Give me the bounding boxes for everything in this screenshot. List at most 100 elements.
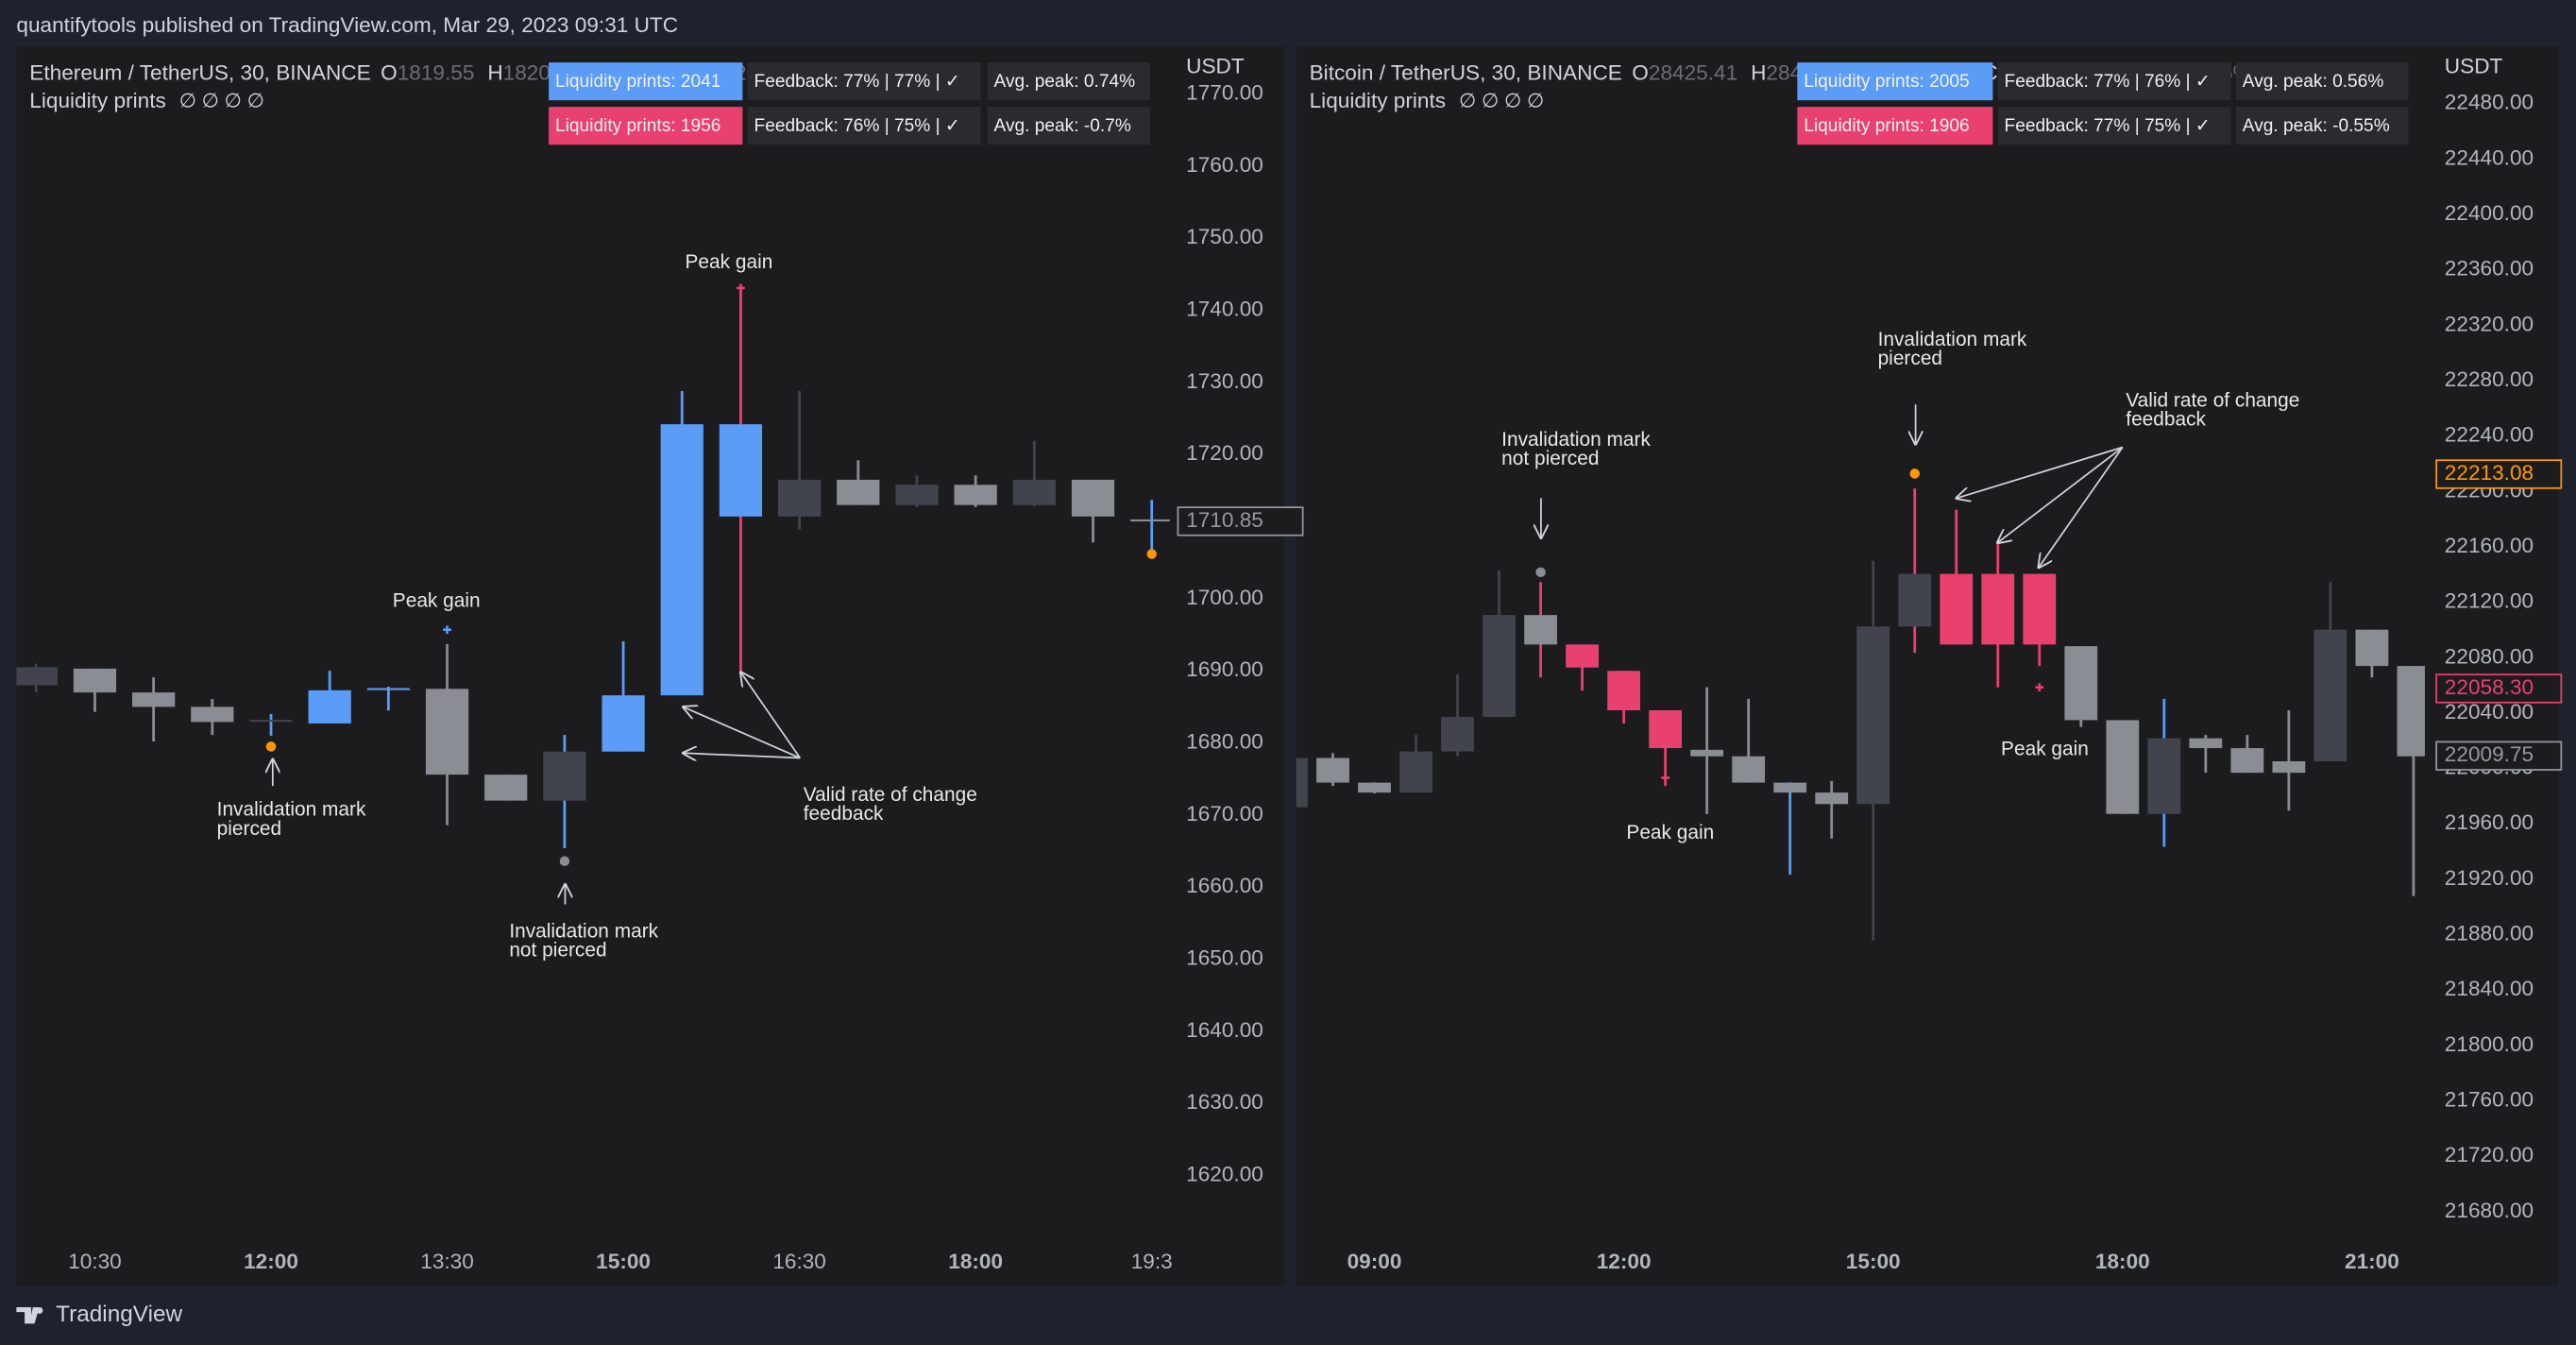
x-tick-label: 15:00 bbox=[596, 1250, 651, 1273]
y-tick-label: 1740.00 bbox=[1186, 298, 1263, 321]
ohlc-key: O bbox=[1632, 60, 1649, 84]
price-label: 22058.30 bbox=[2445, 675, 2534, 699]
x-tick-label: 15:00 bbox=[1846, 1250, 1901, 1273]
annotation-arrow bbox=[741, 672, 801, 759]
y-tick-label: 22080.00 bbox=[2445, 644, 2534, 668]
y-tick-label: 22480.00 bbox=[2445, 91, 2534, 114]
candle-body bbox=[1071, 479, 1115, 517]
annotation-arrow bbox=[684, 753, 801, 758]
candle-body bbox=[2189, 738, 2223, 749]
y-tick-label: 22040.00 bbox=[2445, 700, 2534, 724]
ohlc-key: H bbox=[487, 60, 502, 84]
symbol-title: Bitcoin / TetherUS, 30, BINANCE bbox=[1310, 60, 1622, 84]
candle-body bbox=[2313, 629, 2347, 761]
candle-body bbox=[1690, 749, 1724, 757]
candle-body bbox=[1898, 573, 1932, 627]
annotation-arrow bbox=[1998, 446, 2124, 543]
candle-body bbox=[2064, 646, 2098, 721]
candle-body bbox=[1566, 644, 1599, 668]
marker-dot bbox=[265, 741, 277, 752]
ohlc-value: 28425.41 bbox=[1649, 60, 1737, 84]
table-cell-text: Feedback: 77% | 77% | ✓ bbox=[754, 72, 960, 92]
y-tick-label: 1640.00 bbox=[1186, 1018, 1263, 1042]
x-tick-label: 13:30 bbox=[420, 1250, 474, 1273]
candle-body bbox=[719, 424, 763, 517]
annotation-arrow bbox=[684, 707, 801, 759]
table-cell-text: Feedback: 77% | 75% | ✓ bbox=[2005, 116, 2211, 136]
table-cell-text: Liquidity prints: 1956 bbox=[555, 116, 720, 136]
y-tick-label: 1700.00 bbox=[1186, 586, 1263, 609]
publish-header: quantifytools published on TradingView.c… bbox=[16, 13, 678, 37]
candle-body bbox=[132, 692, 176, 707]
candle-body bbox=[660, 424, 703, 696]
y-tick-label: 22440.00 bbox=[2445, 145, 2534, 169]
candle-body bbox=[778, 479, 822, 517]
table-cell-text: Liquidity prints: 2005 bbox=[1804, 72, 1969, 92]
y-tick-label: 1620.00 bbox=[1186, 1163, 1263, 1186]
marker-dot bbox=[559, 856, 570, 866]
annotation: not pierced bbox=[1501, 448, 1599, 469]
tradingview-logo bbox=[16, 1306, 43, 1324]
x-tick-label: 18:00 bbox=[948, 1250, 1003, 1273]
candle-body bbox=[16, 667, 58, 686]
candle-body bbox=[366, 688, 410, 690]
y-tick-label: 1760.00 bbox=[1186, 153, 1263, 177]
left-pane bbox=[16, 45, 1285, 1286]
candle-body bbox=[543, 751, 586, 801]
y-tick-label: 1630.00 bbox=[1186, 1090, 1263, 1114]
table-cell-text: Feedback: 76% | 75% | ✓ bbox=[754, 116, 960, 136]
table-cell-text: Liquidity prints: 1906 bbox=[1804, 116, 1969, 136]
candle-body bbox=[2355, 629, 2389, 667]
candle-body bbox=[1981, 573, 2015, 645]
candle-body bbox=[1441, 717, 1474, 752]
symbol-title: Ethereum / TetherUS, 30, BINANCE bbox=[29, 60, 370, 84]
table-cell bbox=[747, 62, 981, 101]
candle-body bbox=[425, 689, 469, 775]
price-label: 1710.85 bbox=[1186, 508, 1263, 532]
table-cell-text: Avg. peak: 0.56% bbox=[2243, 72, 2384, 92]
indicator-flags: ∅ ∅ ∅ ∅ bbox=[179, 90, 264, 111]
candle-body bbox=[1483, 615, 1516, 718]
axis-unit: USDT bbox=[2445, 54, 2503, 77]
chart: 1770.00 1760.00 1750.00 1740.00 1730.00 1720.… bbox=[16, 54, 1304, 1273]
x-tick-label: 10:30 bbox=[68, 1250, 122, 1273]
candle-body bbox=[1815, 792, 1849, 805]
x-tick-label: 12:00 bbox=[1597, 1250, 1652, 1273]
table-cell bbox=[2235, 62, 2409, 101]
y-tick-label: 1770.00 bbox=[1186, 81, 1263, 105]
marker-dot bbox=[1909, 468, 1920, 479]
candle-body bbox=[73, 668, 117, 693]
table-cell-text: Liquidity prints: 2041 bbox=[555, 72, 720, 92]
annotation: Invalidation mark bbox=[1878, 329, 2027, 350]
annotation: Peak gain bbox=[2001, 738, 2089, 759]
y-tick-label: 21760.00 bbox=[2445, 1088, 2534, 1112]
y-tick-label: 1730.00 bbox=[1186, 369, 1263, 393]
candle-body bbox=[2106, 720, 2140, 814]
candle-body bbox=[2397, 666, 2425, 757]
y-tick-label: 1670.00 bbox=[1186, 802, 1263, 826]
annotation: feedback bbox=[2126, 408, 2206, 430]
annotation: Invalidation mark bbox=[217, 799, 366, 821]
x-tick-label: 19:3 bbox=[1131, 1250, 1173, 1273]
y-tick-label: 21800.00 bbox=[2445, 1032, 2534, 1056]
marker-plus bbox=[443, 625, 451, 635]
axis-unit: USDT bbox=[1186, 54, 1245, 77]
candle-body bbox=[1012, 479, 1056, 505]
table-cell bbox=[549, 62, 743, 101]
candle-body bbox=[1316, 758, 1349, 783]
y-tick-label: 1690.00 bbox=[1186, 657, 1263, 681]
indicator-name: Liquidity prints bbox=[29, 89, 165, 112]
candles bbox=[16, 283, 1170, 866]
x-tick-label: 12:00 bbox=[244, 1250, 298, 1273]
annotation: Peak gain bbox=[1626, 822, 1714, 843]
x-tick-label: 16:30 bbox=[772, 1250, 826, 1273]
candle-body bbox=[1649, 710, 1683, 749]
candle-body bbox=[2230, 748, 2264, 774]
footer-brand: TradingView bbox=[56, 1302, 182, 1327]
candle-body bbox=[1940, 573, 1974, 645]
price-label-box bbox=[2435, 459, 2563, 489]
y-tick-label: 21720.00 bbox=[2445, 1143, 2534, 1166]
table-cell bbox=[987, 62, 1150, 101]
